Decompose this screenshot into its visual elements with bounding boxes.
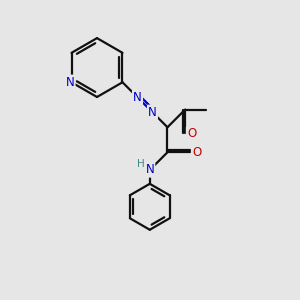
Text: N: N — [66, 76, 74, 89]
Text: H: H — [137, 159, 145, 169]
Text: N: N — [146, 164, 154, 176]
Text: O: O — [187, 128, 196, 140]
Text: N: N — [148, 106, 157, 119]
Text: N: N — [133, 91, 142, 104]
Text: O: O — [192, 146, 202, 159]
